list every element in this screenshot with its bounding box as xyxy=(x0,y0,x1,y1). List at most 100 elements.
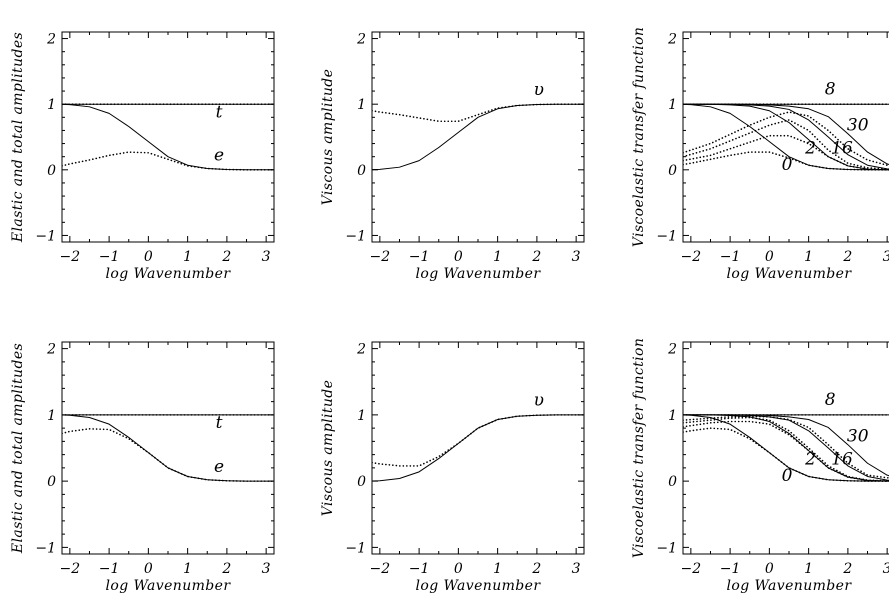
x-tick-label: −1 xyxy=(99,561,120,577)
y-tick-label: −1 xyxy=(345,540,366,556)
series-line-dotted-2 xyxy=(372,103,584,123)
plot-frame xyxy=(371,31,585,243)
series-line-dotted-7 xyxy=(683,134,889,171)
curve-label: e xyxy=(214,457,224,477)
x-tick-label: 0 xyxy=(144,561,153,577)
y-tick-label: −1 xyxy=(35,540,56,556)
plot-frame xyxy=(682,31,889,243)
curve-label: 2 xyxy=(804,138,816,158)
y-tick-label: 0 xyxy=(357,474,366,490)
x-tick-label: −1 xyxy=(409,249,430,265)
y-axis-title: Viscous amplitude xyxy=(320,69,336,206)
y-tick-label: 0 xyxy=(357,163,366,179)
x-tick-label: 0 xyxy=(765,561,774,577)
y-tick-label: 2 xyxy=(46,32,56,48)
curve-label: 16 xyxy=(831,138,853,158)
curve-label: 2 xyxy=(804,450,816,470)
x-tick-label: −2 xyxy=(370,249,391,265)
y-tick-label: 1 xyxy=(357,97,366,113)
x-tick-label: −2 xyxy=(681,249,702,265)
x-tick-label: −1 xyxy=(720,249,741,265)
y-tick-label: 0 xyxy=(47,163,56,179)
curve-label: 8 xyxy=(825,79,836,99)
x-tick-label: −2 xyxy=(60,561,81,577)
x-tick-label: −2 xyxy=(60,249,81,265)
y-tick-label: 2 xyxy=(667,32,677,48)
series-line-dotted-7 xyxy=(683,420,889,482)
x-tick-label: −1 xyxy=(720,561,741,577)
curve-label: e xyxy=(214,146,224,166)
x-tick-label: 1 xyxy=(183,249,192,265)
y-tick-label: 1 xyxy=(47,97,56,113)
curve-label: υ xyxy=(534,80,544,100)
y-tick-label: −1 xyxy=(656,540,677,556)
x-tick-label: 0 xyxy=(765,249,774,265)
plot-frame xyxy=(61,341,275,555)
plot-frame xyxy=(682,341,889,555)
y-axis-title: Viscoelastic transfer function xyxy=(631,27,647,248)
x-axis-title: log Wavenumber xyxy=(416,578,542,594)
series-line-dotted-6 xyxy=(683,151,889,171)
curve-label: 0 xyxy=(782,155,793,175)
y-axis-title: Elastic and total amplitudes xyxy=(10,32,26,243)
x-tick-label: −2 xyxy=(370,561,391,577)
x-tick-label: 3 xyxy=(262,249,271,265)
x-axis-title: log Wavenumber xyxy=(727,578,853,594)
y-tick-label: 2 xyxy=(46,342,56,358)
x-tick-label: 3 xyxy=(883,561,889,577)
x-axis-title: log Wavenumber xyxy=(416,266,542,282)
x-axis-title: log Wavenumber xyxy=(727,266,853,282)
x-tick-label: −1 xyxy=(99,249,120,265)
x-tick-label: 0 xyxy=(144,249,153,265)
series-line-solid-1 xyxy=(372,103,584,171)
x-tick-label: 1 xyxy=(804,561,813,577)
y-axis-title: Viscous amplitude xyxy=(320,380,336,517)
curve-label: t xyxy=(216,102,223,122)
x-tick-label: 1 xyxy=(493,249,502,265)
y-tick-label: 1 xyxy=(668,408,677,424)
curve-label: 30 xyxy=(847,426,869,446)
x-tick-label: 2 xyxy=(531,561,541,577)
series-line-dotted-8 xyxy=(683,119,889,171)
y-tick-label: 0 xyxy=(47,474,56,490)
x-tick-label: 2 xyxy=(531,249,541,265)
series-line-dotted-4 xyxy=(62,151,274,171)
x-tick-label: 3 xyxy=(572,561,581,577)
y-tick-label: 0 xyxy=(668,163,677,179)
y-axis-title: Viscoelastic transfer function xyxy=(631,338,647,559)
y-tick-label: −1 xyxy=(35,228,56,244)
x-tick-label: 2 xyxy=(221,561,231,577)
series-line-solid-3 xyxy=(62,414,274,482)
x-tick-label: 2 xyxy=(221,249,231,265)
curve-label: t xyxy=(216,413,223,433)
plot-frame xyxy=(371,341,585,555)
series-line-dotted-6 xyxy=(683,427,889,482)
x-tick-label: −1 xyxy=(409,561,430,577)
y-tick-label: 2 xyxy=(356,32,366,48)
x-tick-label: 3 xyxy=(572,249,581,265)
series-line-dotted-4 xyxy=(62,427,274,482)
x-tick-label: 0 xyxy=(454,561,463,577)
x-tick-label: −2 xyxy=(681,561,702,577)
curve-label: 0 xyxy=(782,466,793,486)
y-tick-label: 1 xyxy=(47,408,56,424)
y-tick-label: 2 xyxy=(356,342,366,358)
y-tick-label: −1 xyxy=(656,228,677,244)
x-tick-label: 0 xyxy=(454,249,463,265)
curve-label: 30 xyxy=(847,115,869,135)
x-tick-label: 1 xyxy=(493,561,502,577)
y-tick-label: −1 xyxy=(345,228,366,244)
y-tick-label: 1 xyxy=(357,408,366,424)
series-line-solid-1 xyxy=(372,414,584,482)
series-line-dotted-9 xyxy=(683,415,889,479)
series-line-2 xyxy=(683,414,889,482)
y-tick-label: 2 xyxy=(667,342,677,358)
x-tick-label: 2 xyxy=(842,249,852,265)
